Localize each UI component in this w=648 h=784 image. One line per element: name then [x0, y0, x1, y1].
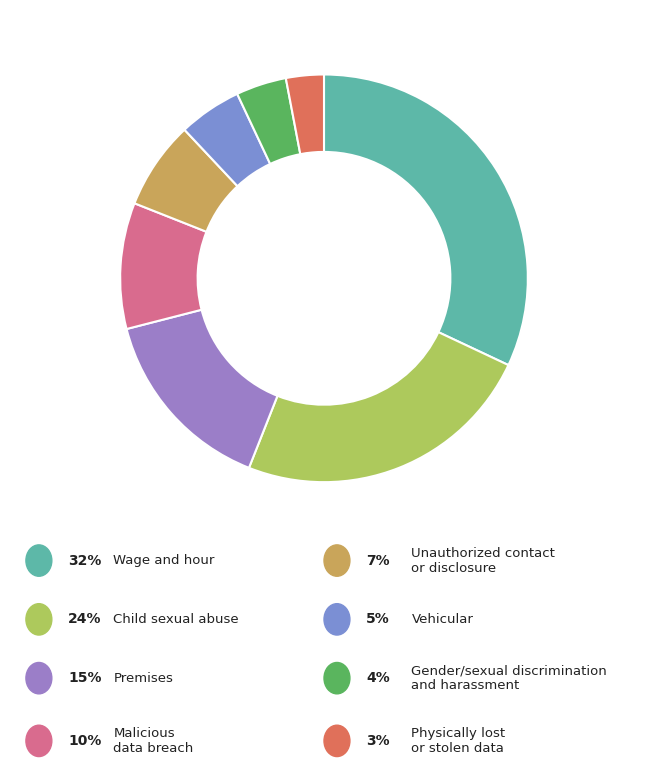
Text: Vehicular: Vehicular — [411, 613, 473, 626]
Wedge shape — [126, 310, 277, 468]
Text: 5%: 5% — [366, 612, 390, 626]
Wedge shape — [120, 203, 207, 329]
Text: Physically lost
or stolen data: Physically lost or stolen data — [411, 727, 505, 755]
Text: Wage and hour: Wage and hour — [113, 554, 214, 567]
Text: 7%: 7% — [366, 554, 389, 568]
Wedge shape — [237, 78, 300, 164]
Text: 15%: 15% — [68, 671, 102, 685]
Text: Gender/sexual discrimination
and harassment: Gender/sexual discrimination and harassm… — [411, 664, 607, 692]
Text: Premises: Premises — [113, 672, 173, 684]
Text: 32%: 32% — [68, 554, 102, 568]
Wedge shape — [324, 74, 528, 365]
Wedge shape — [286, 74, 324, 154]
Wedge shape — [185, 94, 270, 186]
Text: 10%: 10% — [68, 734, 102, 748]
Text: Unauthorized contact
or disclosure: Unauthorized contact or disclosure — [411, 546, 555, 575]
Text: 3%: 3% — [366, 734, 389, 748]
Wedge shape — [135, 129, 237, 232]
Text: 4%: 4% — [366, 671, 390, 685]
Text: Child sexual abuse: Child sexual abuse — [113, 613, 239, 626]
Text: 24%: 24% — [68, 612, 102, 626]
Text: Malicious
data breach: Malicious data breach — [113, 727, 194, 755]
Wedge shape — [249, 332, 509, 482]
